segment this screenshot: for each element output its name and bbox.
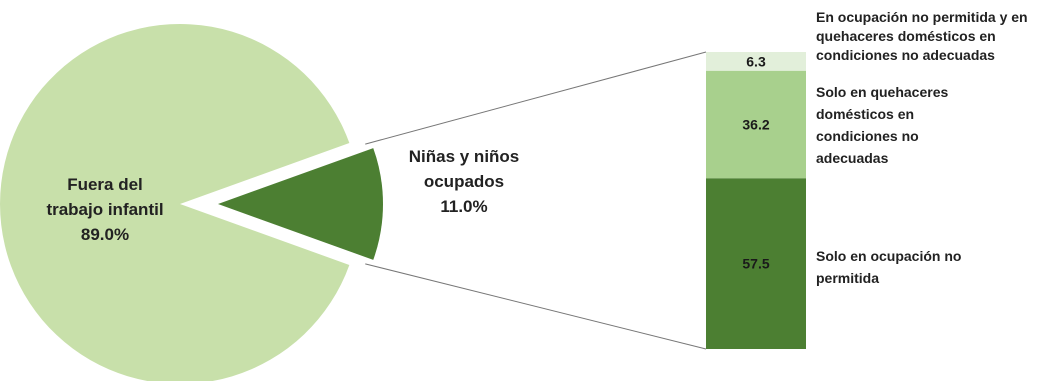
stack-value-label-2: 36.2 [742, 116, 769, 132]
stack-segment-2 [706, 70, 806, 179]
stack-value-label-1: 57.5 [742, 256, 769, 272]
pie-label-fuera-line-3: 89.0% [81, 225, 129, 244]
segment-label-2-line-1: Solo en quehaceres [816, 84, 948, 100]
connector-line-top [365, 51, 707, 145]
segment-label-1-line-1: Solo en ocupación no [816, 248, 961, 264]
stack-value-label-3: 6.3 [746, 53, 766, 69]
pie-label-fuera-line-2: trabajo infantil [46, 200, 163, 219]
pie-label-ocupados-line-1: Niñas y niños [409, 147, 520, 166]
pie-label-ocupados-line-3: 11.0% [440, 197, 487, 216]
segment-label-1-line-2: permitida [816, 270, 879, 286]
stack-segment-3 [706, 52, 806, 71]
segment-label-3-line-2: quehaceres domésticos en [816, 28, 996, 44]
segment-label-2-line-2: domésticos en [816, 106, 914, 122]
segment-label-3-line-3: condiciones no adecuadas [816, 47, 995, 63]
connector-line-bottom [365, 263, 707, 350]
pie-label-ocupados-line-2: ocupados [424, 172, 504, 191]
segment-label-2-line-3: condiciones no [816, 128, 919, 144]
segment-label-3-line-1: En ocupación no permitida y en [816, 9, 1028, 25]
pie-slice-fuera-trabajo-infantil [0, 24, 350, 381]
stack-segment-1 [706, 178, 806, 349]
pie-label-fuera-line-1: Fuera del [67, 175, 143, 194]
pie-slice-ninas-ninos-ocupados [218, 148, 383, 260]
segment-label-2-line-4: adecuadas [816, 150, 889, 166]
